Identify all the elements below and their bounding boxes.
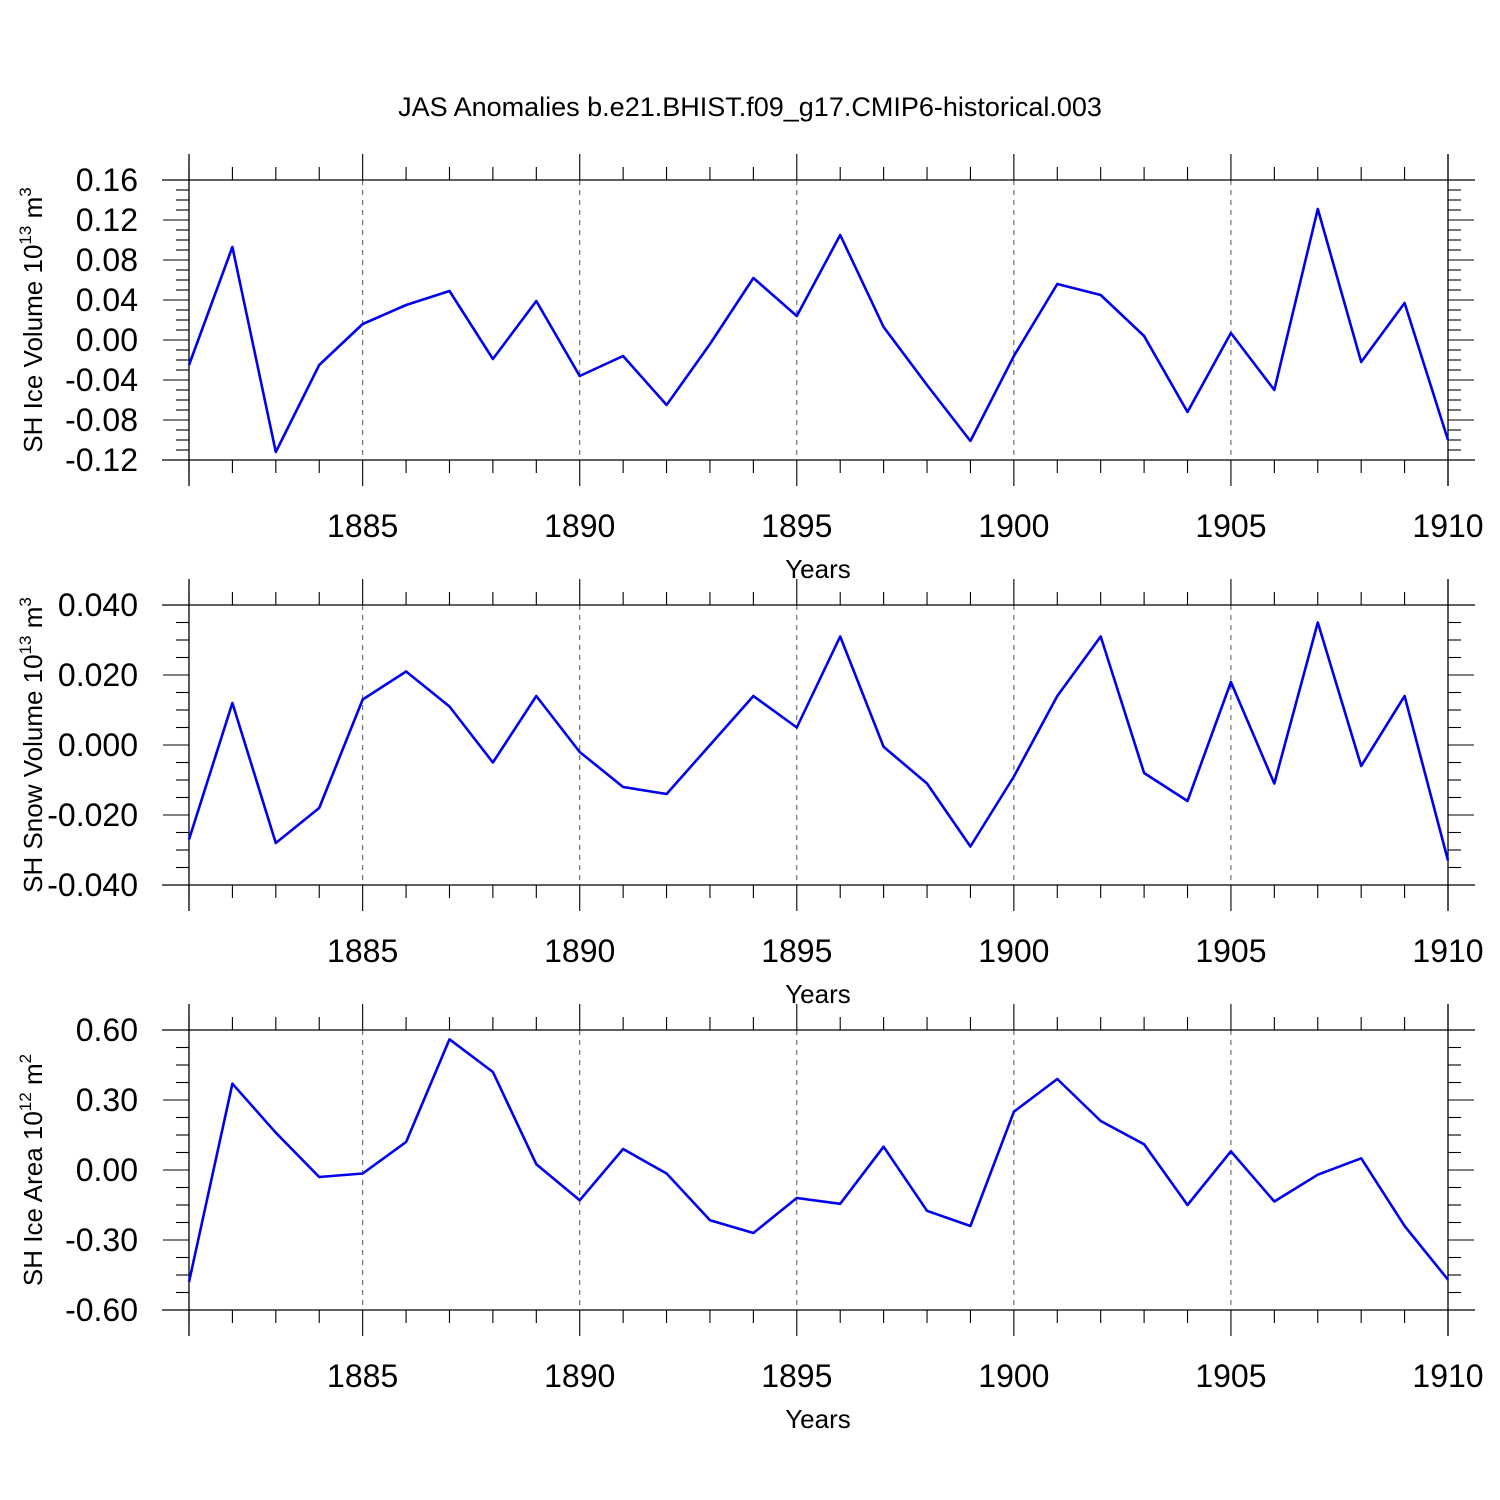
x-tick-label: 1905: [1195, 1358, 1266, 1394]
y-axis-label-unit-power: 2: [16, 1054, 35, 1063]
y-tick-label: -0.12: [65, 442, 138, 478]
y-axis-label-exponent: 12: [16, 1092, 35, 1111]
y-axis-label-unit: m: [18, 197, 48, 226]
y-tick-label: 0.04: [76, 282, 138, 318]
y-tick-label: -0.040: [47, 867, 138, 903]
y-axis-label-text: SH Snow Volume 10: [18, 654, 48, 892]
x-tick-label: 1885: [327, 1358, 398, 1394]
x-tick-label: 1910: [1412, 1358, 1483, 1394]
y-axis-label-unit: m: [18, 1063, 48, 1092]
series-line: [187, 207, 1450, 454]
panel-2: -0.040 -0.020 0.000 0.020 0.040 1885 1890 1895 1…: [16, 579, 1484, 1009]
x-tick-label: 1900: [978, 933, 1049, 969]
x-axis-label: Years: [785, 979, 851, 1009]
y-tick-label: 0.040: [58, 587, 138, 623]
x-tick-label: 1910: [1412, 933, 1483, 969]
y-axis-label: SH Ice Area 1012 m2: [16, 1054, 48, 1286]
y-tick-label: 0.00: [76, 322, 138, 358]
y-tick-label: 0.30: [76, 1082, 138, 1118]
x-tick-label: 1895: [761, 933, 832, 969]
x-tick-label: 1905: [1195, 933, 1266, 969]
y-tick-label: 0.020: [58, 657, 138, 693]
y-axis-label-unit-power: 3: [16, 597, 35, 606]
x-axis-label: Years: [785, 554, 851, 584]
y-tick-label: 0.00: [76, 1152, 138, 1188]
y-tick-label: -0.08: [65, 402, 138, 438]
x-tick-label: 1890: [544, 508, 615, 544]
x-tick-label: 1895: [761, 508, 832, 544]
x-tick-label: 1885: [327, 508, 398, 544]
y-tick-label: 0.16: [76, 162, 138, 198]
y-tick-label: 0.12: [76, 202, 138, 238]
chart-title: JAS Anomalies b.e21.BHIST.f09_g17.CMIP6-…: [398, 92, 1102, 122]
x-tick-label: 1895: [761, 1358, 832, 1394]
x-axis-label: Years: [785, 1404, 851, 1434]
panel-1: -0.12 -0.08 -0.04 0.00 0.04 0.08 0.12 0.16 1885 1…: [16, 154, 1484, 584]
series-line: [187, 1038, 1450, 1283]
x-tick-label: 1910: [1412, 508, 1483, 544]
series-line: [187, 621, 1450, 861]
y-axis-label-text: SH Ice Volume 10: [18, 245, 48, 453]
x-tick-label: 1905: [1195, 508, 1266, 544]
y-tick-label: 0.000: [58, 727, 138, 763]
x-tick-label: 1885: [327, 933, 398, 969]
x-tick-label: 1900: [978, 508, 1049, 544]
y-axis-label-unit-power: 3: [16, 187, 35, 196]
y-axis-label: SH Ice Volume 1013 m3: [16, 187, 48, 452]
y-axis-label-text: SH Ice Area 10: [18, 1111, 48, 1286]
y-tick-label: -0.020: [47, 797, 138, 833]
y-axis-label-exponent: 13: [16, 635, 35, 654]
y-axis-label-unit: m: [18, 607, 48, 636]
y-tick-label: -0.30: [65, 1222, 138, 1258]
x-tick-label: 1900: [978, 1358, 1049, 1394]
y-tick-label: 0.60: [76, 1012, 138, 1048]
y-tick-label: -0.04: [65, 362, 138, 398]
x-tick-label: 1890: [544, 933, 615, 969]
panel-3: -0.60 -0.30 0.00 0.30 0.60 1885 1890 1895 1900 19…: [16, 1004, 1484, 1434]
y-axis-label-exponent: 13: [16, 226, 35, 245]
x-tick-label: 1890: [544, 1358, 615, 1394]
panels: -0.12 -0.08 -0.04 0.00 0.04 0.08 0.12 0.16 1885 1…: [16, 154, 1484, 1434]
y-tick-label: -0.60: [65, 1292, 138, 1328]
y-tick-label: 0.08: [76, 242, 138, 278]
y-axis-label: SH Snow Volume 1013 m3: [16, 597, 48, 893]
